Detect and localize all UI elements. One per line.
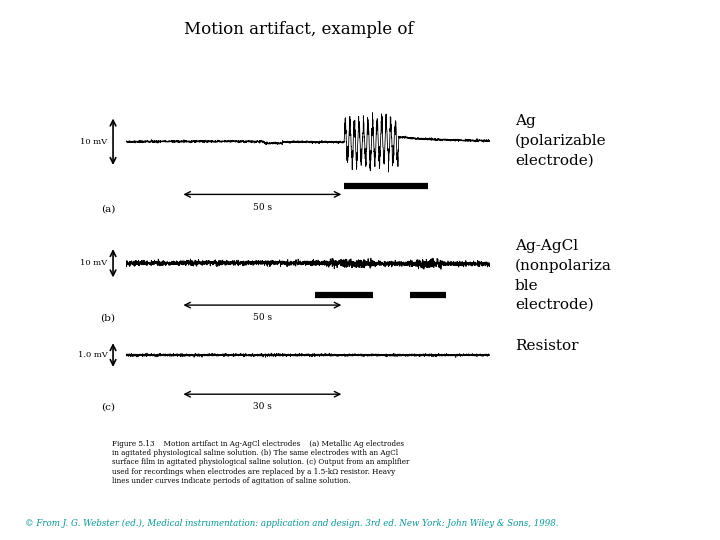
Text: 30 s: 30 s xyxy=(253,402,271,411)
Text: Figure 5.13    Motion artifact in Ag-AgCl electrodes    (a) Metallic Ag electrod: Figure 5.13 Motion artifact in Ag-AgCl e… xyxy=(112,440,409,485)
Text: Ag
(polarizable
electrode): Ag (polarizable electrode) xyxy=(515,114,606,167)
Text: 50 s: 50 s xyxy=(253,313,272,322)
Text: 1.0 mV: 1.0 mV xyxy=(78,351,107,359)
Text: (b): (b) xyxy=(101,313,115,322)
Text: 10 mV: 10 mV xyxy=(80,138,107,146)
Text: Ag-AgCl
(nonpolariza
ble
electrode): Ag-AgCl (nonpolariza ble electrode) xyxy=(515,239,612,312)
Text: © From J. G. Webster (ed.), Medical instrumentation: application and design. 3rd: © From J. G. Webster (ed.), Medical inst… xyxy=(25,519,559,528)
Text: (c): (c) xyxy=(101,402,115,411)
Text: 10 mV: 10 mV xyxy=(80,259,107,267)
Text: 50 s: 50 s xyxy=(253,202,272,212)
Text: Resistor: Resistor xyxy=(515,339,578,353)
Text: (a): (a) xyxy=(101,204,115,213)
Text: Motion artifact, example of: Motion artifact, example of xyxy=(184,21,413,37)
